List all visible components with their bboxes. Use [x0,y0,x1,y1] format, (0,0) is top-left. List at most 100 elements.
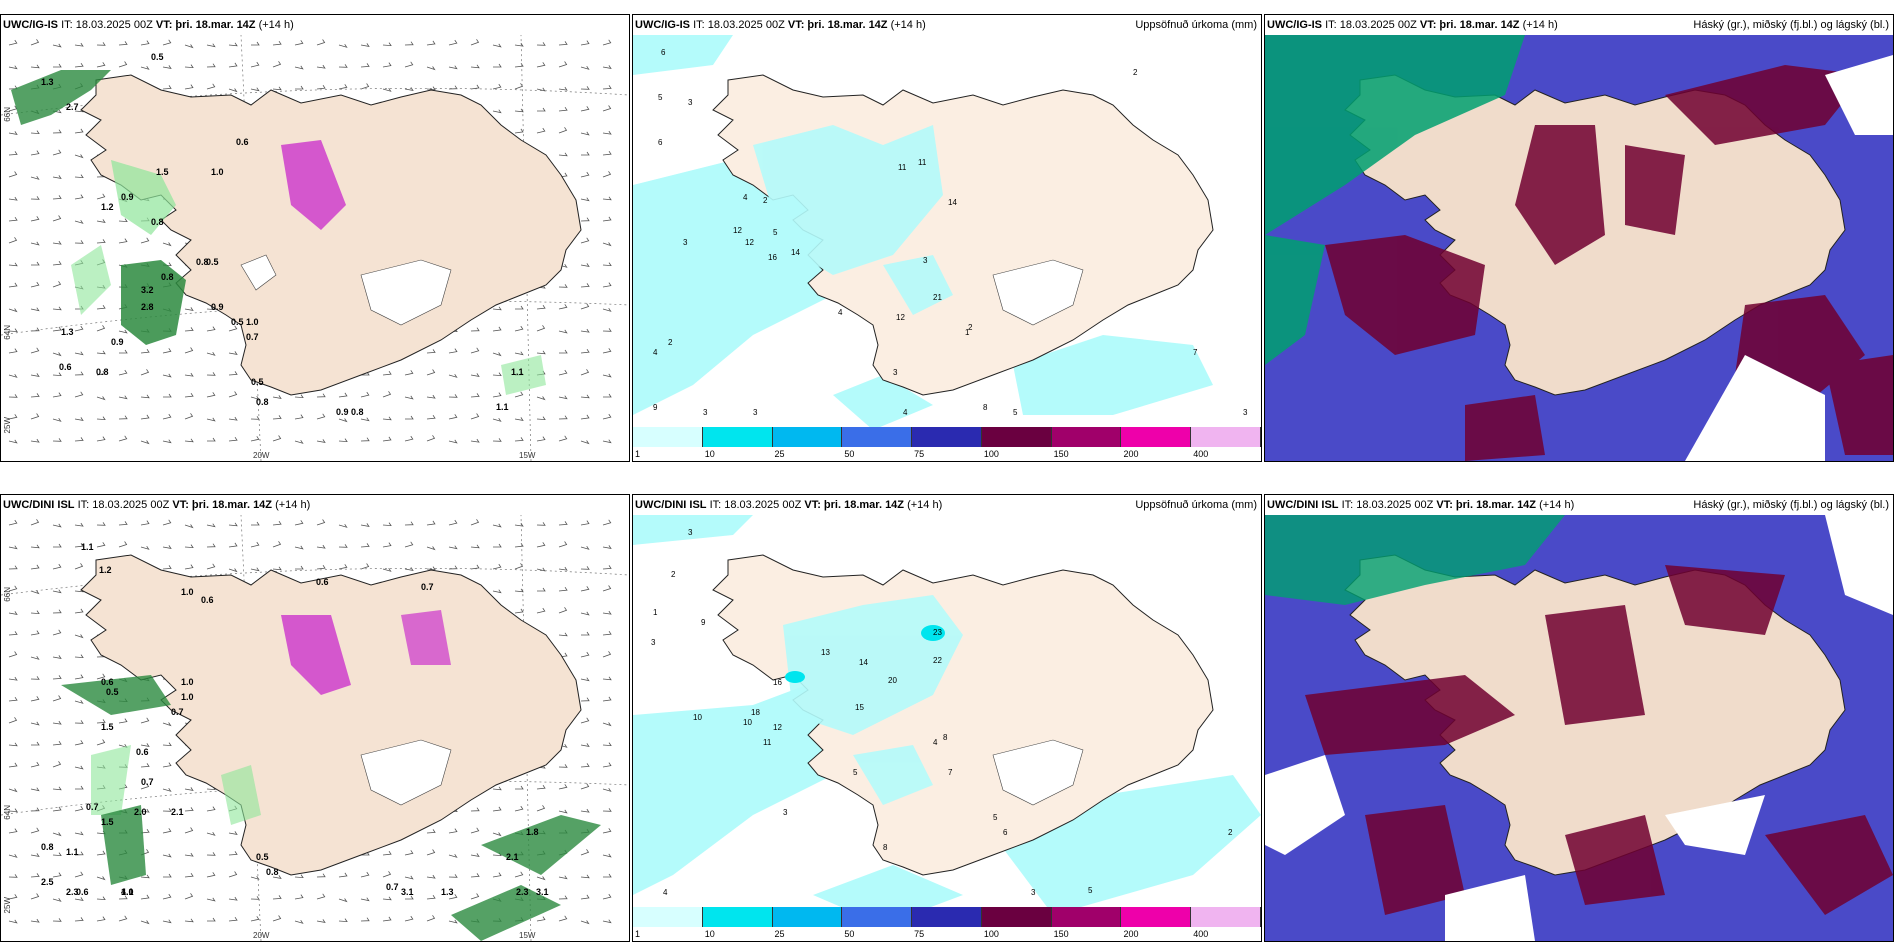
precip-values: 0.51.32.71.20.61.50.90.81.30.80.83.22.8 0… [41,52,524,417]
wind-barb [382,896,392,901]
wind-barb [404,370,414,376]
wind-barb [52,149,62,156]
glacier [360,739,452,806]
wind-barb [338,392,348,398]
precip-value-label: 6 [658,138,663,147]
wind-barb [53,63,62,68]
colorbar-segment [1191,427,1261,447]
precip-value-label: 2.7 [66,102,79,112]
wind-barb [382,522,392,527]
valid-time: þri. 18.mar. 14Z [823,499,905,511]
wind-barb [602,762,612,768]
wind-barb [228,62,238,68]
wind-barb [448,39,458,46]
wind-barb [448,519,458,526]
wind-barb [8,651,18,658]
wind-barb [426,86,436,91]
precip-value-label: 5 [658,93,663,102]
wind-barb [316,519,326,526]
wind-barb [206,852,216,856]
wind-barb [30,544,40,549]
wind-barb [250,875,260,880]
wind-barb [74,154,84,159]
wind-barb [514,608,524,614]
colorbar-tick: 400 [1193,449,1209,459]
valid-time: þri. 18.mar. 14Z [807,19,888,31]
wind-barb [493,543,502,548]
wind-barb [404,435,414,442]
precip-value-label: 22 [933,656,942,665]
precip-value-label: 0.5 [256,852,269,862]
wind-barb [30,610,40,615]
wind-barb [580,263,590,267]
wind-barb [96,896,106,901]
precip-value-label: 3 [1031,888,1036,897]
wind-barb [140,348,150,354]
wind-barb [602,105,612,112]
colorbar-tick: 25 [774,929,785,939]
precip-value-label: 0.7 [386,882,399,892]
wind-barb [52,129,62,134]
wind-barb [140,394,150,399]
wind-barb [96,304,106,310]
wind-barb [52,786,62,791]
wind-barb [74,720,84,724]
wind-barb [30,196,40,200]
wind-barb [580,651,590,658]
wind-barb [580,328,590,333]
wind-barb [250,416,260,420]
colorbar: 1 10 25 50 75 100 150 200 400 [633,907,1261,941]
colorbar-segment [1051,907,1122,927]
wind-barb [96,850,106,856]
precip-value-label: 2.3 [516,887,529,897]
precip-value-label: 1.0 [181,677,194,687]
wind-barb [162,828,172,834]
wind-barb [580,520,590,526]
wind-barb [316,919,326,923]
precip-value-label: 14 [859,658,868,667]
wind-barb [294,520,304,526]
wind-barb [228,351,238,355]
lon-label-15: 15W [519,931,536,940]
wind-barb [602,39,612,46]
wind-barb [8,742,18,747]
wind-barb [558,541,568,548]
wind-barb [228,325,238,332]
precip-value-label: 3 [651,638,656,647]
valid-time: þri. 18.mar. 14Z [1439,19,1520,31]
wind-barb [184,893,194,900]
wind-barb [382,42,392,47]
wind-barb [250,916,260,922]
wind-barb [8,545,18,550]
precip-value-label: 0.8 [161,272,174,282]
colorbar-tick: 50 [844,449,855,459]
wind-barb [8,171,18,178]
wind-barb [558,415,568,420]
precip-value-label: 4 [653,348,658,357]
precip-value-label: 2 [1228,828,1233,837]
colorbar-segment [842,427,913,447]
wind-barb [30,564,40,570]
colorbar-tick: 1 [635,929,641,939]
wind-barb [470,564,480,570]
wind-barb [536,87,546,92]
wind-barb [536,567,546,572]
wind-barb [602,676,612,681]
wind-barb [470,893,480,900]
wind-barb [338,918,348,923]
wind-barb [96,542,106,548]
precip-value-label: 1.5 [101,817,114,827]
wind-barb [52,720,62,725]
wind-barb [206,63,216,68]
precip-value-label: 1.8 [526,827,539,837]
precip-value-label: 2.5 [41,877,54,887]
wind-barb [206,806,216,812]
wind-barb [404,41,414,46]
precip-value-label: 0.9 [111,337,124,347]
precip-value-label: 2 [968,323,973,332]
wind-barb [426,435,436,442]
model-name: UWC/DINI ISL [3,499,75,511]
wind-barb [272,895,282,900]
precip-value-label: 20 [888,676,897,685]
wind-barb [404,850,414,856]
